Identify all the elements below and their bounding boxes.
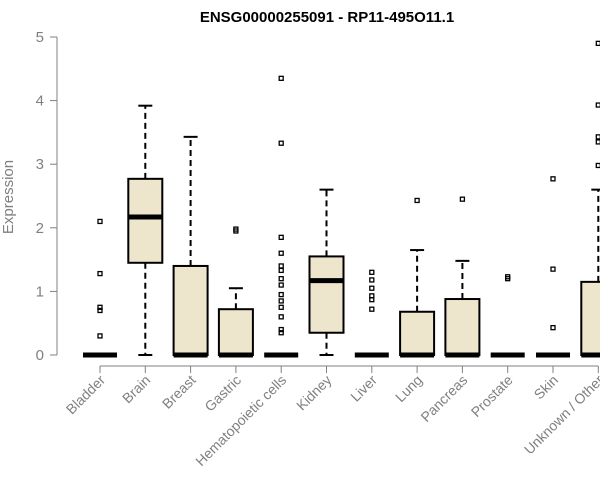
outlier-point bbox=[595, 134, 600, 140]
box-rect bbox=[308, 255, 345, 334]
x-tick-label: Brain bbox=[119, 372, 153, 406]
outlier-point bbox=[278, 314, 284, 320]
x-tick-label: Pancreas bbox=[417, 372, 470, 425]
x-tick-label: Kidney bbox=[293, 372, 335, 414]
box-prostate bbox=[490, 274, 525, 358]
outlier-point bbox=[278, 75, 284, 81]
outlier-point bbox=[97, 307, 103, 314]
outlier-point bbox=[278, 304, 284, 310]
x-tick-label: Bladder bbox=[63, 372, 109, 418]
y-axis: 0 1 2 3 4 5 bbox=[36, 29, 58, 364]
outlier-point bbox=[278, 234, 284, 240]
outlier-point bbox=[369, 277, 375, 283]
outlier-point bbox=[595, 102, 600, 108]
x-tick-label: Unknown / Other bbox=[521, 372, 600, 458]
box-unknown-other bbox=[580, 40, 600, 358]
outlier-point bbox=[278, 326, 284, 333]
outlier-point bbox=[369, 306, 375, 312]
outlier-point bbox=[595, 40, 600, 47]
outlier-point bbox=[97, 333, 103, 339]
box-lung bbox=[399, 197, 436, 358]
x-tick-label: Skin bbox=[531, 372, 562, 403]
box-bladder bbox=[83, 218, 117, 358]
outlier-point bbox=[278, 250, 284, 256]
box-kidney bbox=[308, 188, 345, 356]
box-liver bbox=[354, 269, 389, 358]
outlier-point bbox=[414, 197, 420, 204]
x-tick-label: Lung bbox=[392, 372, 425, 405]
box-rect bbox=[217, 308, 254, 357]
outlier-point bbox=[278, 282, 284, 288]
outlier-point bbox=[278, 330, 284, 336]
outlier-point bbox=[369, 269, 375, 275]
box-rect bbox=[399, 310, 436, 357]
box-hematopoietic-cells bbox=[264, 75, 299, 358]
box-brain bbox=[127, 104, 164, 356]
outlier-point bbox=[595, 139, 600, 145]
outlier-point bbox=[369, 285, 375, 291]
y-tick-label: 1 bbox=[36, 283, 44, 300]
y-tick-label: 4 bbox=[36, 93, 44, 110]
outlier-point bbox=[550, 176, 556, 182]
outlier-point bbox=[278, 291, 284, 298]
x-tick-label: Gastric bbox=[201, 372, 244, 415]
y-axis-title: Expression bbox=[0, 160, 17, 234]
outlier-point bbox=[459, 196, 466, 202]
outlier-point bbox=[550, 266, 556, 272]
outlier-point bbox=[278, 276, 284, 282]
y-tick-label: 0 bbox=[36, 347, 44, 364]
y-tick-label: 2 bbox=[36, 220, 44, 237]
box-rect bbox=[172, 264, 209, 356]
x-tick-label: Liver bbox=[347, 372, 380, 405]
box-rect bbox=[127, 177, 164, 264]
outlier-point bbox=[97, 270, 103, 277]
y-tick-label: 3 bbox=[36, 156, 44, 173]
box-pancreas bbox=[444, 196, 481, 358]
box-gastric bbox=[217, 226, 254, 358]
box-rect bbox=[444, 298, 481, 357]
chart-title: ENSG00000255091 - RP11-495O11.1 bbox=[200, 9, 454, 26]
y-tick-label: 5 bbox=[36, 29, 44, 46]
outlier-point bbox=[97, 304, 103, 310]
outlier-point bbox=[278, 140, 284, 146]
box-rect bbox=[580, 280, 600, 356]
outlier-point bbox=[278, 267, 284, 274]
box-breast bbox=[172, 135, 209, 358]
outlier-point bbox=[233, 228, 239, 234]
outlier-point bbox=[550, 325, 556, 331]
outlier-point bbox=[278, 263, 284, 269]
outlier-point bbox=[505, 276, 511, 282]
outlier-point bbox=[97, 218, 103, 225]
box-skin bbox=[536, 176, 570, 358]
outlier-point bbox=[595, 162, 600, 169]
x-tick-label: Prostate bbox=[468, 372, 516, 420]
boxes-group bbox=[83, 40, 600, 358]
outlier-point bbox=[369, 297, 375, 303]
x-tick-label: Breast bbox=[159, 372, 199, 412]
outlier-point bbox=[278, 298, 284, 304]
